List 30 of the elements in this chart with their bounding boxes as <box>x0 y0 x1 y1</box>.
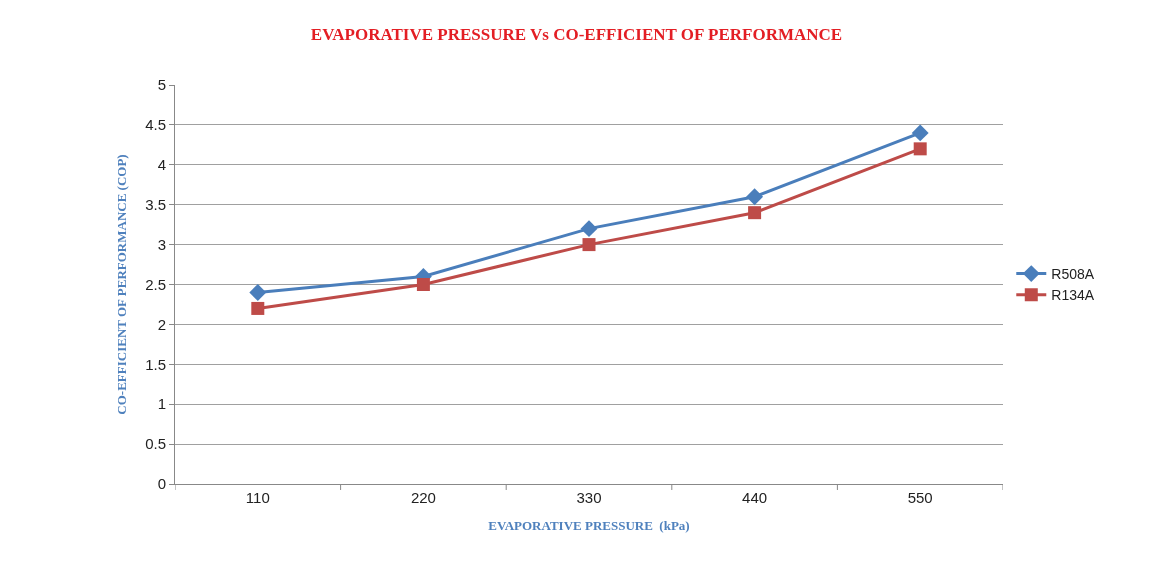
chart-title: EVAPORATIVE PRESSURE Vs CO-EFFICIENT OF PERFORMANCE <box>310 25 843 45</box>
y-tick-label: 2.5 <box>145 275 166 293</box>
point <box>251 301 265 315</box>
legend-label: R508A <box>1051 266 1095 283</box>
y-axis-title: CO-EFFICIENT OF PERFORMANCE (COP) <box>114 154 130 415</box>
point <box>913 142 927 156</box>
point <box>746 188 764 206</box>
y-tick-label: 3.5 <box>145 195 166 213</box>
point <box>416 278 430 291</box>
y-tick-label: 0.5 <box>145 435 166 453</box>
y-tick-label: 4 <box>157 156 166 174</box>
x-tick-label: 440 <box>742 489 768 506</box>
x-tick-label: 550 <box>907 489 933 506</box>
x-tick-label: 330 <box>576 489 602 506</box>
point <box>249 284 267 301</box>
point <box>911 124 929 142</box>
y-tick-label: 1 <box>157 395 166 413</box>
y-tick-label: 4.5 <box>145 116 166 134</box>
x-axis-title: EVAPORATIVE PRESSURE (kPa) <box>488 517 690 533</box>
x-tick-label: 110 <box>245 489 270 506</box>
y-tick-label: 5 <box>157 76 166 94</box>
point <box>748 206 762 220</box>
y-tick-label: 0 <box>157 475 166 493</box>
point <box>580 220 598 238</box>
y-tick-label: 3 <box>157 235 166 253</box>
y-tick-label: 2 <box>157 315 166 333</box>
legend-label: R134A <box>1051 287 1095 304</box>
point <box>582 238 596 252</box>
x-tick-label: 220 <box>410 489 436 506</box>
y-tick-label: 1.5 <box>145 355 166 373</box>
